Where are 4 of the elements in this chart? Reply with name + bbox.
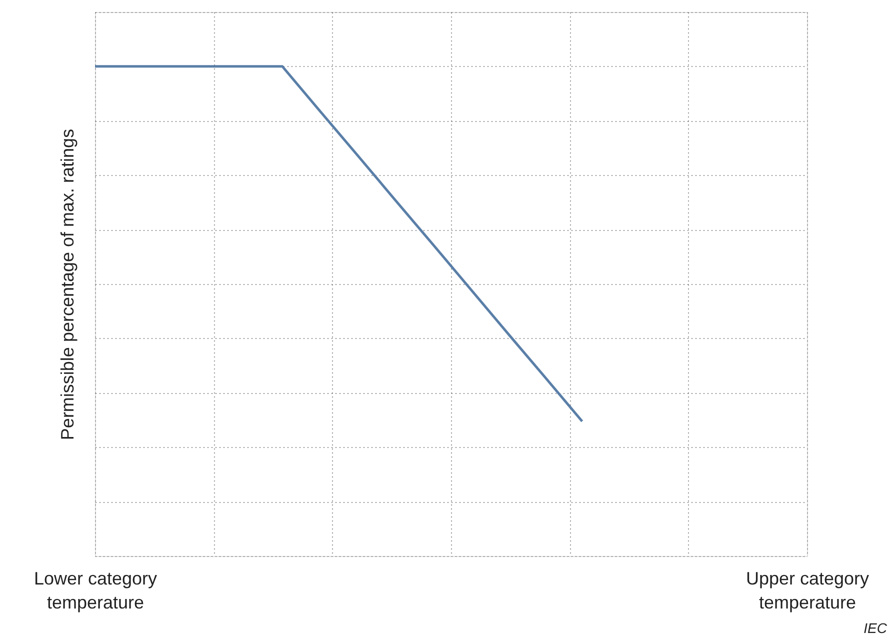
x-tick-label: Lower category temperature (34, 568, 158, 612)
x-tick-label: Upper category temperature (746, 568, 870, 612)
y-axis-title: Permissible percentage of max. ratings (58, 128, 78, 440)
text: IEC (864, 620, 888, 636)
